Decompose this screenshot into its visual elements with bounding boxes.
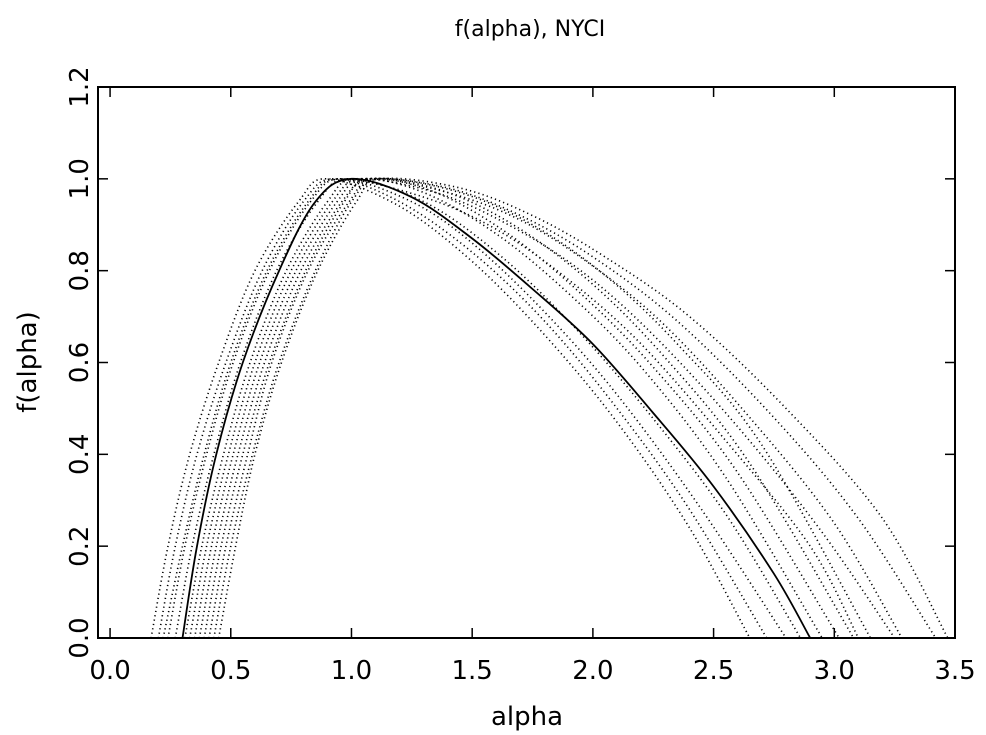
- ensemble-curve-13: [213, 177, 949, 639]
- y-tick-label: 0.8: [65, 250, 95, 291]
- y-tick-label: 0.6: [65, 342, 95, 383]
- x-axis-label: alpha: [491, 702, 563, 732]
- x-tick-label: 3.0: [814, 656, 855, 686]
- y-tick-label: 1.0: [65, 158, 95, 199]
- ensemble-curve-1: [150, 177, 751, 639]
- y-tick-label: 1.2: [65, 66, 95, 107]
- ensemble-curve-4: [174, 177, 802, 639]
- chart-title: f(alpha), NYCI: [455, 17, 605, 42]
- ensemble-curve-8: [217, 177, 872, 639]
- ensemble-curve-6: [198, 177, 840, 639]
- main-curve: [181, 177, 811, 639]
- x-tick-label: 2.0: [572, 656, 613, 686]
- x-tick-label: 0.0: [89, 656, 130, 686]
- ensemble-curve-7: [208, 177, 855, 639]
- x-tick-label: 1.5: [452, 656, 493, 686]
- y-tick-label: 0.2: [65, 526, 95, 567]
- ticks-layer: 0.0 0.5 1.0 1.5 2.0 2.5 3.0 3.5 0.0 0.2 0.4 0.6 0.8 1…: [65, 66, 976, 686]
- ensemble-curve-9: [162, 177, 860, 639]
- x-tick-label: 1.0: [331, 656, 372, 686]
- series-layer: [150, 177, 949, 639]
- ensemble-curve-10: [184, 177, 896, 639]
- x-tick-label: 2.5: [693, 656, 734, 686]
- ensemble-curve-12: [193, 177, 937, 639]
- ensemble-curve-5: [188, 177, 823, 639]
- y-tick-label: 0.0: [65, 617, 95, 658]
- ensemble-curve-11: [203, 177, 903, 639]
- x-tick-label: 3.5: [934, 656, 975, 686]
- ensemble-curve-2: [157, 177, 768, 639]
- ensemble-curve-3: [167, 177, 787, 639]
- y-axis-label: f(alpha): [13, 311, 43, 413]
- x-tick-label: 0.5: [210, 656, 251, 686]
- y-tick-label: 0.4: [65, 434, 95, 475]
